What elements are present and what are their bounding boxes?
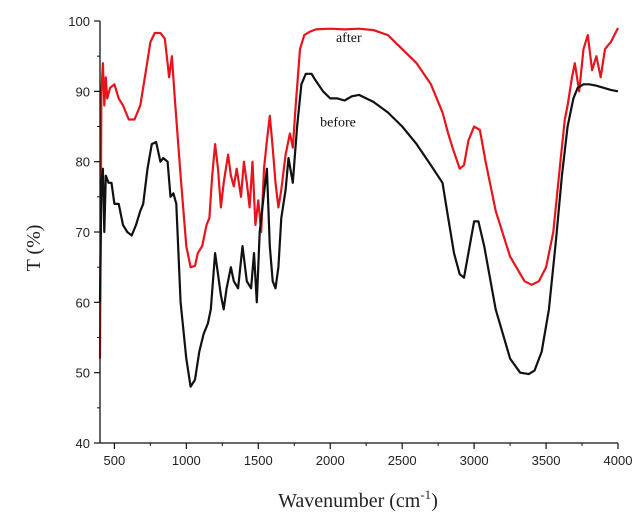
plot-area: after before xyxy=(98,27,619,388)
x-tick-label-3500: 3500 xyxy=(532,453,561,468)
y-tick-label-100: 100 xyxy=(68,14,90,29)
y-tick-label-90: 90 xyxy=(76,84,90,99)
y-tick-label-80: 80 xyxy=(76,155,90,170)
x-tick-label-4000: 4000 xyxy=(604,453,633,468)
x-tick-label-3000: 3000 xyxy=(460,453,489,468)
series-line-before xyxy=(98,72,619,388)
axes: 500 1000 1500 2000 2500 3000 3500 4000 40 50 60 70 8… xyxy=(68,14,632,468)
y-tick-label-60: 60 xyxy=(76,295,90,310)
x-tick-label-1500: 1500 xyxy=(244,453,273,468)
series-label-before: before xyxy=(320,116,356,131)
x-axis-title-main: Wavenumber (cm xyxy=(278,490,421,512)
series-line-after xyxy=(98,27,619,359)
x-tick-label-1000: 1000 xyxy=(172,453,201,468)
x-tick-label-500: 500 xyxy=(104,453,126,468)
x-axis-title-sup: -1 xyxy=(420,487,431,502)
y-axis-title: T (%) xyxy=(23,225,45,272)
y-tick-label-40: 40 xyxy=(76,436,90,451)
series-label-after: after xyxy=(336,31,362,46)
y-tick-label-50: 50 xyxy=(76,366,90,381)
x-axis-title-close: ) xyxy=(431,490,438,512)
x-tick-label-2500: 2500 xyxy=(388,453,417,468)
x-tick-label-2000: 2000 xyxy=(316,453,345,468)
x-axis-title: Wavenumber (cm-1) xyxy=(278,487,438,512)
y-tick-label-70: 70 xyxy=(76,225,90,240)
